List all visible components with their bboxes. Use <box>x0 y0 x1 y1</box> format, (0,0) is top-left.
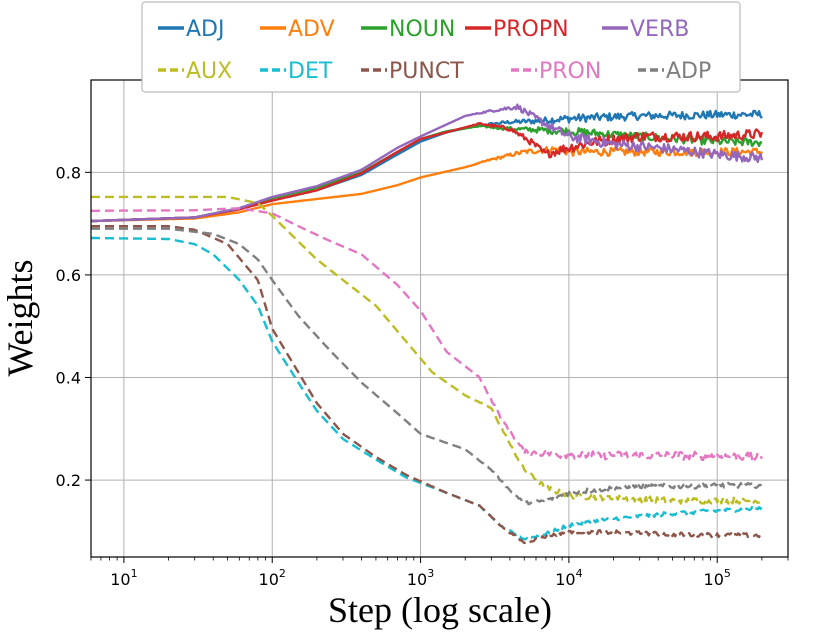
x-tick-label: 105 <box>704 567 731 589</box>
y-tick-label: 0.4 <box>56 368 81 387</box>
legend-label-noun: NOUN <box>389 17 455 42</box>
x-axis-title: Step (log scale) <box>328 590 552 630</box>
legend-label-det: DET <box>288 59 333 84</box>
series-line-pron <box>91 207 763 462</box>
series-lines <box>91 103 764 545</box>
legend-label-pron: PRON <box>539 59 601 84</box>
series-line-aux <box>91 195 763 505</box>
y-tick-label: 0.8 <box>56 163 81 182</box>
series-line-punct <box>91 225 763 545</box>
x-tick-label: 102 <box>259 567 286 589</box>
y-tick-label: 0.2 <box>56 471 81 490</box>
series-line-adj <box>91 109 763 223</box>
series-line-verb <box>91 103 764 223</box>
y-axis-title: Weights <box>0 259 40 376</box>
legend-label-aux: AUX <box>186 59 232 84</box>
legend-label-verb: VERB <box>630 17 689 42</box>
legend-label-adj: ADJ <box>186 17 224 42</box>
series-line-adp <box>91 227 763 506</box>
y-axis-ticks: 0.2 0.4 0.6 0.8 <box>56 163 91 490</box>
legend-label-punct: PUNCT <box>389 59 464 84</box>
legend-label-adp: ADP <box>666 59 711 84</box>
legend: ADJ ADV NOUN PROPN VERB AUX DET PUNCT PRON ADP <box>141 1 741 93</box>
legend-label-adv: ADV <box>288 17 335 42</box>
legend-box <box>141 1 741 93</box>
x-tick-label: 103 <box>407 567 434 589</box>
x-tick-label: 101 <box>110 567 137 589</box>
series-line-adv <box>91 146 763 223</box>
y-tick-label: 0.6 <box>56 266 81 285</box>
x-axis-ticks: 101 102 103 104 105 <box>90 557 789 589</box>
legend-label-propn: PROPN <box>493 17 569 42</box>
x-tick-label: 104 <box>555 567 582 589</box>
series-line-det <box>91 236 763 541</box>
